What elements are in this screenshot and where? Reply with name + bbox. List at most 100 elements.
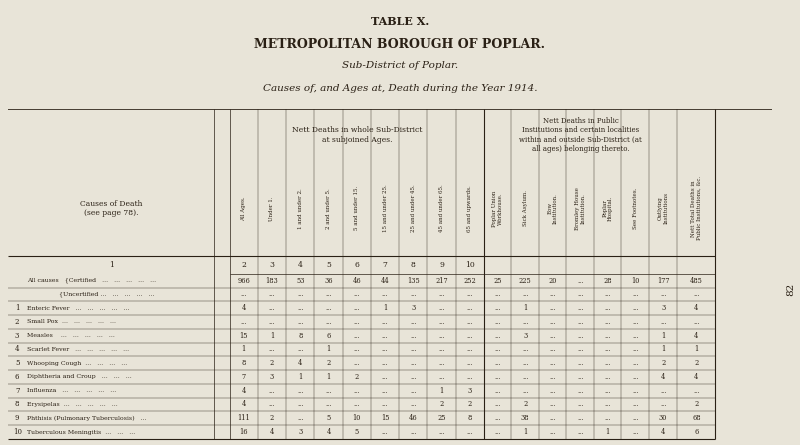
Text: ...: ... — [382, 387, 388, 395]
Text: ...: ... — [522, 387, 529, 395]
Text: 8: 8 — [468, 414, 472, 422]
Text: 1: 1 — [109, 261, 114, 269]
Text: ...: ... — [382, 428, 388, 436]
Text: Nett Total Deaths in
Public Institutions, &c.: Nett Total Deaths in Public Institutions… — [691, 176, 702, 240]
Text: 6: 6 — [326, 332, 330, 340]
Text: Erysipelas  ...   ...   ...   ...   ...: Erysipelas ... ... ... ... ... — [27, 402, 118, 407]
Text: ...: ... — [660, 400, 666, 409]
Text: 65 and upwards.: 65 and upwards. — [467, 185, 472, 232]
Text: 38: 38 — [521, 414, 530, 422]
Text: ...: ... — [269, 304, 275, 312]
Text: Nett Deaths in whole Sub-District
at subjoined Ages.: Nett Deaths in whole Sub-District at sub… — [291, 126, 422, 144]
Text: ...: ... — [577, 359, 583, 367]
Text: 111: 111 — [238, 414, 250, 422]
Text: 2: 2 — [242, 261, 246, 269]
Text: 7: 7 — [15, 387, 19, 395]
Text: ...: ... — [605, 359, 611, 367]
Text: 225: 225 — [519, 277, 532, 285]
Text: ...: ... — [466, 373, 473, 381]
Text: 7: 7 — [242, 373, 246, 381]
Text: 966: 966 — [238, 277, 250, 285]
Text: 1: 1 — [694, 345, 698, 353]
Text: ...: ... — [632, 373, 638, 381]
Text: 25: 25 — [494, 277, 502, 285]
Text: 16: 16 — [239, 428, 248, 436]
Text: ...: ... — [466, 359, 473, 367]
Text: ...: ... — [577, 304, 583, 312]
Text: ...: ... — [577, 400, 583, 409]
Text: 177: 177 — [657, 277, 670, 285]
Text: ...: ... — [494, 332, 501, 340]
Text: 1: 1 — [661, 345, 666, 353]
Text: ...: ... — [326, 304, 332, 312]
Text: 82: 82 — [786, 283, 795, 296]
Text: 44: 44 — [381, 277, 390, 285]
Text: ...: ... — [269, 291, 275, 299]
Text: 4: 4 — [661, 428, 666, 436]
Text: ...: ... — [297, 291, 303, 299]
Text: 2: 2 — [15, 318, 19, 326]
Text: ...: ... — [605, 345, 611, 353]
Text: ...: ... — [632, 318, 638, 326]
Text: 10: 10 — [631, 277, 639, 285]
Text: ...: ... — [494, 387, 501, 395]
Text: 46: 46 — [409, 414, 418, 422]
Text: Sub-District of Poplar.: Sub-District of Poplar. — [342, 61, 458, 70]
Text: ...: ... — [269, 387, 275, 395]
Text: Bromley House
Institution.: Bromley House Institution. — [575, 187, 586, 230]
Text: ...: ... — [577, 428, 583, 436]
Text: ...: ... — [605, 387, 611, 395]
Text: ...: ... — [660, 291, 666, 299]
Text: ...: ... — [297, 400, 303, 409]
Text: 2 and under 5.: 2 and under 5. — [326, 188, 331, 229]
Text: 2: 2 — [326, 359, 330, 367]
Text: Nett Deaths in Public
Institutions and certain localities
within and outside Sub: Nett Deaths in Public Institutions and c… — [519, 117, 642, 153]
Text: 3: 3 — [468, 387, 472, 395]
Text: ...: ... — [410, 345, 417, 353]
Text: ...: ... — [438, 332, 445, 340]
Text: Phthisis (Pulmonary Tuberculosis)   ...: Phthisis (Pulmonary Tuberculosis) ... — [27, 416, 146, 421]
Text: ...: ... — [410, 359, 417, 367]
Text: Measles    ...   ...   ...   ...   ...: Measles ... ... ... ... ... — [27, 333, 115, 338]
Text: ...: ... — [522, 291, 529, 299]
Text: 15: 15 — [381, 414, 390, 422]
Text: 10: 10 — [465, 261, 474, 269]
Text: ...: ... — [494, 304, 501, 312]
Text: 4: 4 — [298, 359, 302, 367]
Text: {Uncertified ...   ...   ...   ...   ...: {Uncertified ... ... ... ... ... — [27, 291, 154, 297]
Text: 2: 2 — [661, 359, 666, 367]
Text: 2: 2 — [694, 359, 698, 367]
Text: Causes of Death
(see page 78).: Causes of Death (see page 78). — [80, 200, 142, 217]
Text: All Ages.: All Ages. — [241, 196, 246, 221]
Text: ...: ... — [326, 387, 332, 395]
Text: ...: ... — [410, 332, 417, 340]
Text: Poplar Union
Workhouse.: Poplar Union Workhouse. — [492, 190, 503, 227]
Text: ...: ... — [466, 332, 473, 340]
Text: Poplar
Hospital.: Poplar Hospital. — [602, 196, 613, 221]
Text: 1: 1 — [523, 428, 527, 436]
Text: ...: ... — [632, 387, 638, 395]
Text: ...: ... — [494, 414, 501, 422]
Text: 1: 1 — [523, 304, 527, 312]
Text: 25: 25 — [438, 414, 446, 422]
Text: 6: 6 — [15, 373, 19, 381]
Text: ...: ... — [550, 359, 556, 367]
Text: 1: 1 — [606, 428, 610, 436]
Text: ...: ... — [605, 332, 611, 340]
Text: 4: 4 — [694, 332, 698, 340]
Text: Outlying
Institutions: Outlying Institutions — [658, 192, 669, 224]
Text: ...: ... — [550, 304, 556, 312]
Text: METROPOLITAN BOROUGH OF POPLAR.: METROPOLITAN BOROUGH OF POPLAR. — [254, 38, 546, 51]
Text: 7: 7 — [382, 261, 387, 269]
Text: Diphtheria and Croup   ...   ...   ...: Diphtheria and Croup ... ... ... — [27, 375, 132, 380]
Text: ...: ... — [522, 359, 529, 367]
Text: ...: ... — [632, 400, 638, 409]
Text: ...: ... — [326, 291, 332, 299]
Text: ...: ... — [382, 318, 388, 326]
Text: 217: 217 — [435, 277, 448, 285]
Text: ...: ... — [550, 373, 556, 381]
Text: ...: ... — [550, 291, 556, 299]
Text: ...: ... — [410, 291, 417, 299]
Text: 15 and under 25.: 15 and under 25. — [382, 184, 387, 232]
Text: Under 1.: Under 1. — [270, 196, 274, 221]
